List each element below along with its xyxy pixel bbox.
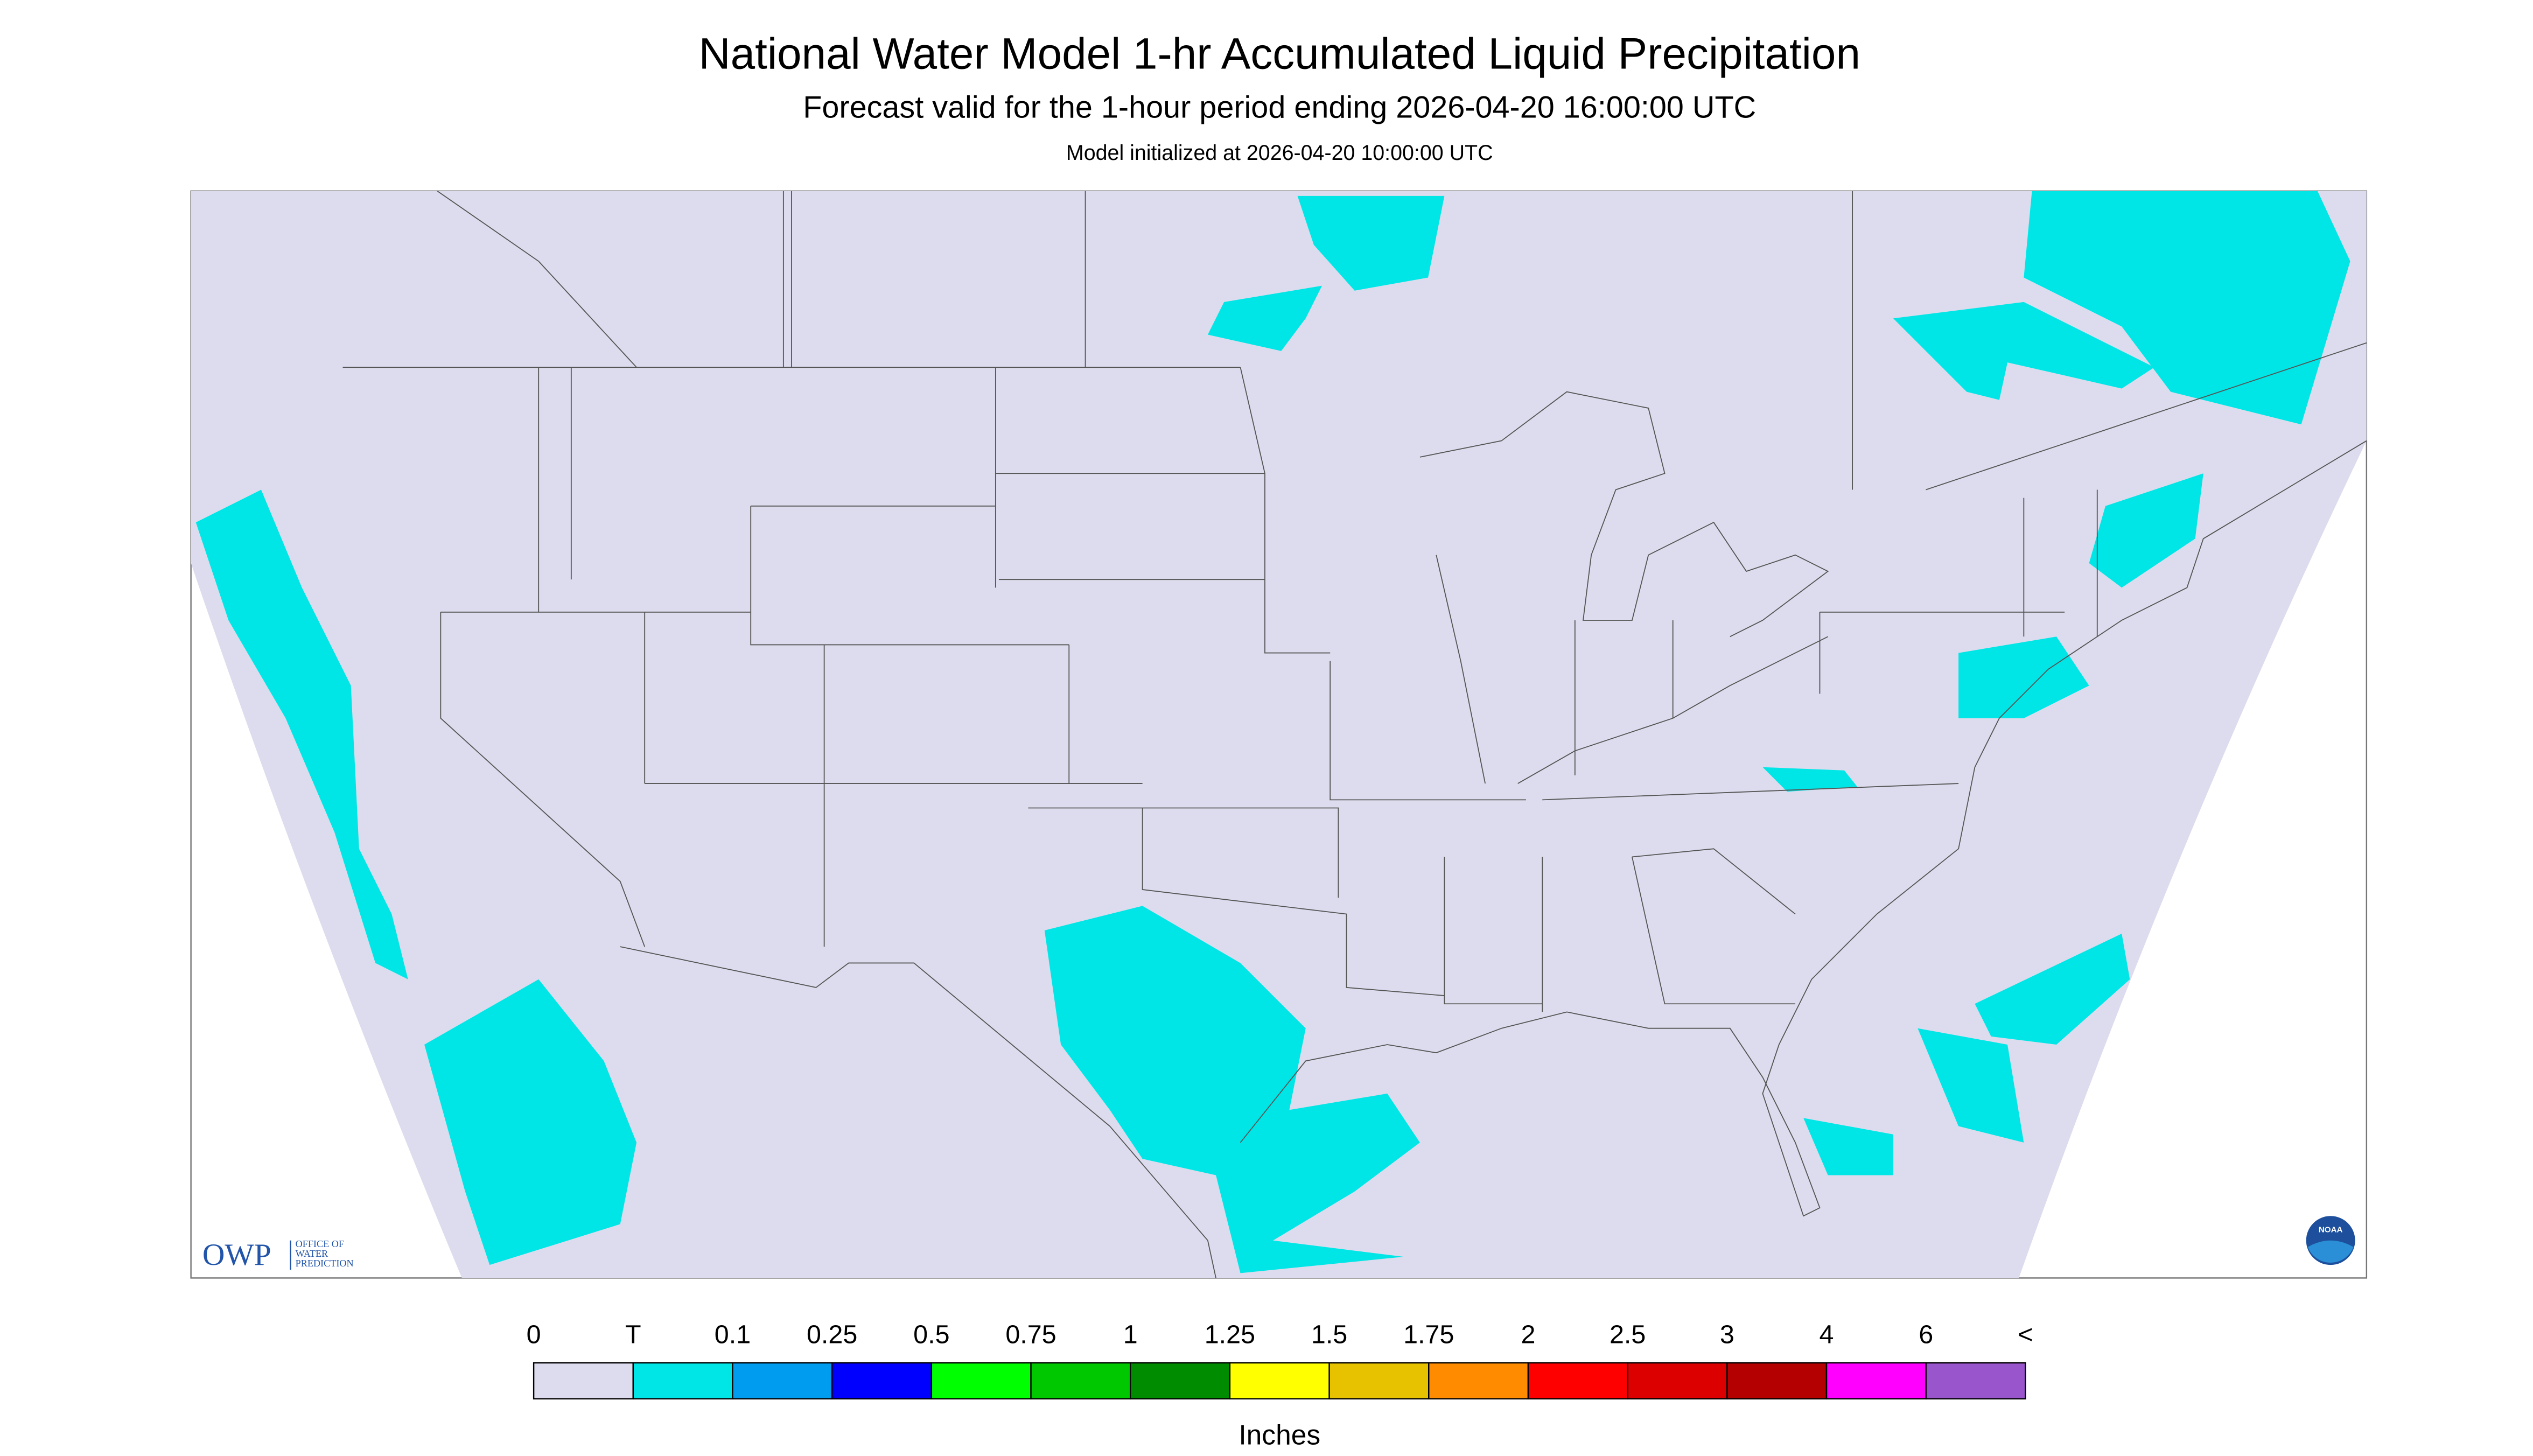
legend-swatch: [831, 1362, 933, 1399]
legend-label: 1.5: [1311, 1320, 1347, 1349]
legend-swatch: [1428, 1362, 1529, 1399]
legend-label: T: [625, 1320, 641, 1349]
precip-areas: [195, 191, 2350, 1273]
legend-label: 1.25: [1205, 1320, 1255, 1349]
subtitle: Forecast valid for the 1-hour period end…: [803, 90, 1756, 124]
legend-swatch: [1925, 1362, 2026, 1399]
legend-label: 2.5: [1610, 1320, 1646, 1349]
legend-swatch: [1229, 1362, 1330, 1399]
legend-swatch: [930, 1362, 1032, 1399]
noaa-text: NOAA: [2319, 1226, 2343, 1235]
legend-swatch: [732, 1362, 833, 1399]
logo-acronym: OWP: [202, 1238, 271, 1272]
legend-unit: Inches: [1238, 1419, 1320, 1451]
legend-label: 4: [1820, 1320, 1834, 1349]
legend-label: 0.25: [807, 1320, 857, 1349]
legend-label: 1.75: [1403, 1320, 1454, 1349]
legend-swatch: [1825, 1362, 1927, 1399]
borders: [342, 191, 2367, 1278]
legend-swatch: [1130, 1362, 1231, 1399]
legend-label: 1: [1123, 1320, 1138, 1349]
legend-swatch: [632, 1362, 733, 1399]
legend-swatch: [1030, 1362, 1131, 1399]
legend: 0 T 0.1 0.25 0.5 0.75 1 1.25 1.5 1.75 2 2.5 3 4 6 <: [527, 1320, 2033, 1399]
legend-label: 3: [1720, 1320, 1734, 1349]
legend-label: 0: [527, 1320, 541, 1349]
logo-name: OFFICE OF: [296, 1238, 344, 1249]
domain: [191, 191, 2367, 1278]
legend-swatch: [1726, 1362, 1828, 1399]
legend-label: 0.5: [913, 1320, 949, 1349]
logo-name: WATER: [296, 1248, 328, 1259]
legend-label: 0.75: [1005, 1320, 1056, 1349]
init-note: Model initialized at 2026-04-20 10:00:00…: [1066, 141, 1493, 165]
legend-swatch: [1627, 1362, 1728, 1399]
logo-name: PREDICTION: [296, 1258, 354, 1269]
map: [190, 190, 2368, 1279]
legend-label: <: [2018, 1320, 2033, 1349]
legend-swatch: [1328, 1362, 1430, 1399]
legend-swatch: [1527, 1362, 1628, 1399]
legend-label: 0.1: [715, 1320, 751, 1349]
owp-logo: OWP OFFICE OF WATER PREDICTION: [202, 1238, 354, 1272]
legend-swatch: [533, 1362, 634, 1399]
legend-label: 2: [1521, 1320, 1535, 1349]
legend-label: 6: [1919, 1320, 1933, 1349]
noaa-logo: NOAA: [2306, 1216, 2355, 1265]
title: National Water Model 1-hr Accumulated Li…: [699, 30, 1860, 79]
